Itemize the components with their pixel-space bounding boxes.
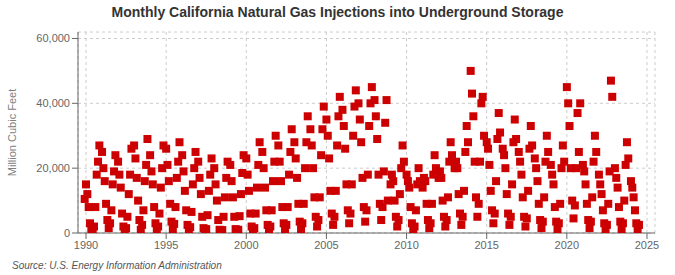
svg-text:2020: 2020 [555, 239, 579, 251]
svg-text:1995: 1995 [154, 239, 178, 251]
html-text:Source: U.S. Energy Informatio: Source: U.S. Energy Information Administ… [12, 260, 222, 271]
svg-text:60,000: 60,000 [36, 32, 70, 44]
svg-text:2010: 2010 [394, 239, 418, 251]
svg-text:2025: 2025 [635, 239, 659, 251]
svg-text:2015: 2015 [474, 239, 498, 251]
svg-text:0: 0 [64, 227, 70, 239]
svg-text:2005: 2005 [314, 239, 338, 251]
html-text:Monthly California Natural Gas: Monthly California Natural Gas Injection… [111, 4, 564, 20]
svg-text:1990: 1990 [74, 239, 98, 251]
svg-text:2000: 2000 [234, 239, 258, 251]
svg-text:Million Cubic Feet: Million Cubic Feet [8, 89, 18, 176]
svg-text:20,000: 20,000 [36, 162, 70, 174]
svg-text:40,000: 40,000 [36, 97, 70, 109]
